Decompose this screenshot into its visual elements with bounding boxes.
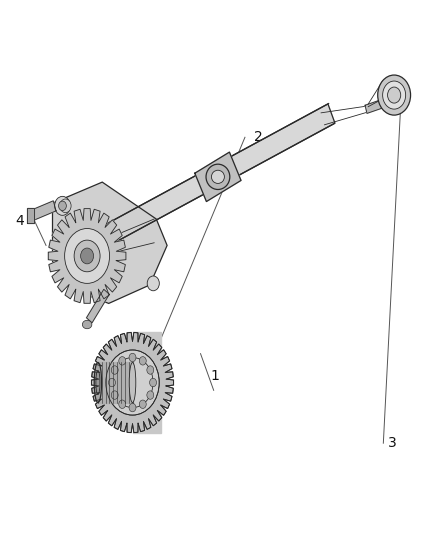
Circle shape xyxy=(74,240,100,272)
Ellipse shape xyxy=(82,320,92,329)
Ellipse shape xyxy=(129,362,136,402)
Circle shape xyxy=(150,378,156,387)
Polygon shape xyxy=(98,362,133,402)
Circle shape xyxy=(147,276,159,291)
Text: 3: 3 xyxy=(388,436,396,450)
Text: 1: 1 xyxy=(210,368,219,383)
Polygon shape xyxy=(365,96,393,114)
Circle shape xyxy=(81,248,94,264)
Circle shape xyxy=(111,391,118,399)
Circle shape xyxy=(383,81,406,109)
Polygon shape xyxy=(29,201,56,221)
Polygon shape xyxy=(75,104,335,260)
Polygon shape xyxy=(86,289,110,323)
Polygon shape xyxy=(92,333,173,433)
Polygon shape xyxy=(53,182,167,303)
Circle shape xyxy=(129,403,136,412)
Circle shape xyxy=(129,353,136,362)
Text: 2: 2 xyxy=(254,130,262,144)
Circle shape xyxy=(65,229,110,284)
Circle shape xyxy=(119,357,126,365)
Text: 4: 4 xyxy=(16,214,25,228)
Circle shape xyxy=(111,366,118,374)
Circle shape xyxy=(147,366,154,374)
Circle shape xyxy=(119,400,126,408)
Circle shape xyxy=(139,357,146,365)
Circle shape xyxy=(55,196,70,215)
Circle shape xyxy=(106,350,159,415)
Circle shape xyxy=(60,199,71,213)
Ellipse shape xyxy=(94,362,102,402)
Ellipse shape xyxy=(206,164,230,190)
Polygon shape xyxy=(28,208,34,223)
Circle shape xyxy=(109,378,116,387)
Circle shape xyxy=(147,391,154,399)
Circle shape xyxy=(59,201,66,211)
Polygon shape xyxy=(48,208,126,303)
Circle shape xyxy=(378,75,410,115)
Polygon shape xyxy=(133,333,161,433)
Ellipse shape xyxy=(96,370,100,394)
Polygon shape xyxy=(195,152,241,201)
Circle shape xyxy=(139,400,146,408)
Ellipse shape xyxy=(155,358,166,408)
Ellipse shape xyxy=(212,170,224,183)
Circle shape xyxy=(388,87,401,103)
